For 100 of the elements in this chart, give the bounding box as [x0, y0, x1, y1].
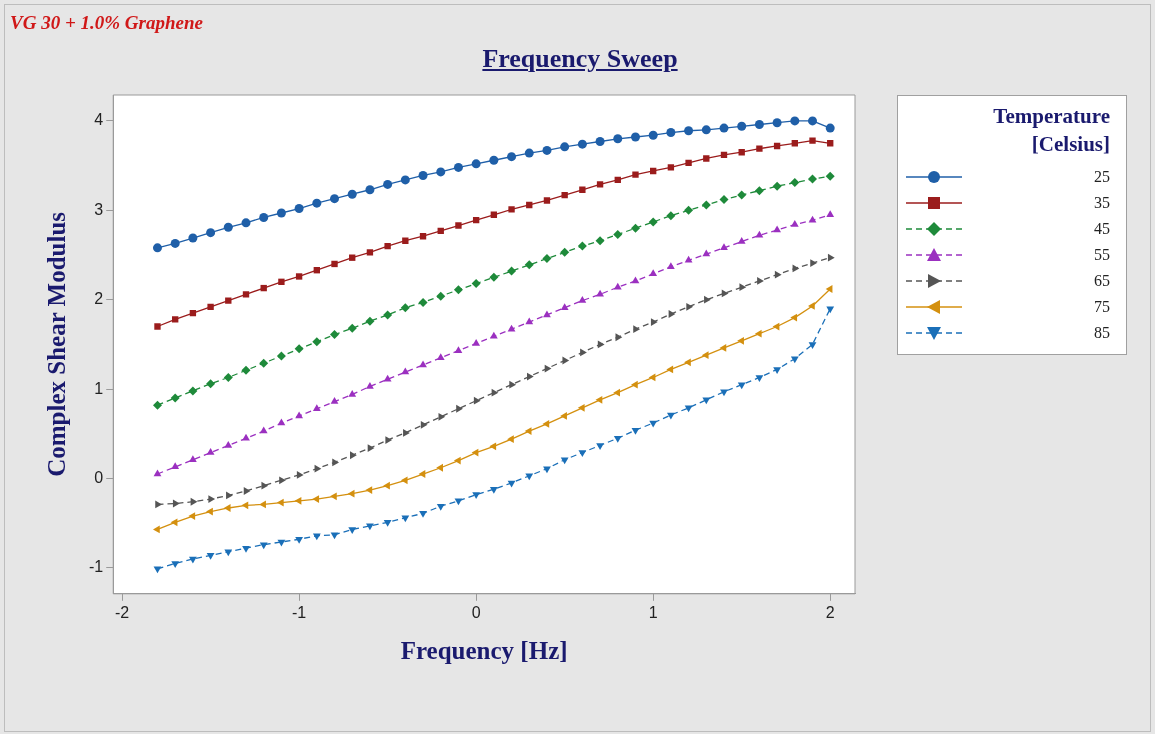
- point: [241, 365, 251, 375]
- point: [827, 253, 835, 262]
- point: [720, 243, 728, 251]
- point: [348, 527, 357, 534]
- point: [294, 204, 304, 214]
- point: [578, 450, 587, 458]
- point: [667, 164, 675, 171]
- point: [365, 486, 373, 494]
- point: [259, 212, 269, 222]
- point: [508, 206, 515, 213]
- point: [383, 310, 393, 320]
- point: [242, 291, 250, 298]
- point: [808, 342, 817, 349]
- point: [577, 139, 587, 149]
- point: [579, 186, 586, 193]
- point: [312, 404, 321, 412]
- point: [772, 322, 780, 331]
- point: [595, 136, 605, 146]
- point: [596, 181, 604, 188]
- point: [650, 318, 658, 326]
- point: [684, 205, 694, 215]
- point: [152, 243, 162, 253]
- point: [773, 367, 781, 374]
- point: [367, 444, 375, 452]
- point: [471, 159, 481, 169]
- point: [825, 123, 835, 133]
- point: [774, 270, 782, 279]
- text: VG 30 + 1.0% Graphene: [10, 12, 203, 34]
- point: [490, 211, 498, 218]
- point: [242, 433, 250, 441]
- point: [418, 170, 428, 180]
- point: [206, 228, 216, 238]
- point: [154, 323, 161, 330]
- point: [701, 125, 711, 135]
- point: [613, 229, 623, 239]
- point: [489, 331, 498, 339]
- point: [225, 297, 232, 304]
- point: [295, 411, 304, 419]
- point: [277, 539, 286, 547]
- text: 25: [1094, 168, 1110, 186]
- point: [401, 367, 410, 375]
- point: [453, 456, 461, 465]
- point: [473, 396, 481, 405]
- point: [152, 525, 160, 534]
- point: [419, 360, 427, 368]
- point: [190, 497, 198, 506]
- y-tick-label: -1: [88, 558, 104, 576]
- point: [489, 272, 499, 282]
- point: [754, 329, 762, 338]
- point: [489, 155, 499, 165]
- point: [666, 211, 676, 221]
- point: [577, 403, 585, 412]
- point: [560, 457, 569, 465]
- point: [455, 222, 462, 229]
- point: [525, 317, 534, 325]
- point: [188, 512, 196, 520]
- point: [737, 237, 746, 244]
- point: [684, 255, 693, 263]
- point: [542, 420, 550, 428]
- point: [666, 128, 676, 138]
- point: [701, 200, 711, 210]
- text: 85: [1094, 324, 1110, 342]
- point: [686, 302, 694, 311]
- point: [172, 316, 179, 323]
- x-tick-label: 0: [471, 603, 481, 621]
- point: [453, 285, 463, 295]
- point: [649, 269, 658, 277]
- point: [826, 306, 835, 314]
- point: [648, 130, 658, 140]
- point: [294, 344, 304, 354]
- point: [223, 222, 233, 232]
- point: [330, 397, 339, 404]
- point: [666, 262, 675, 269]
- chart-title: Frequency Sweep: [481, 44, 679, 74]
- point: [666, 365, 674, 374]
- point: [790, 220, 799, 227]
- point: [754, 120, 764, 129]
- point: [223, 372, 233, 382]
- point: [772, 181, 782, 191]
- point: [418, 297, 428, 307]
- point: [596, 443, 604, 450]
- point: [825, 171, 835, 181]
- point: [631, 276, 640, 284]
- point: [507, 435, 514, 444]
- point: [560, 142, 570, 152]
- y-tick-label: 3: [94, 200, 104, 218]
- point: [471, 448, 479, 457]
- point: [632, 171, 639, 178]
- point: [719, 344, 727, 352]
- x-tick-label: -2: [114, 603, 130, 621]
- point: [595, 236, 605, 246]
- point: [560, 247, 570, 257]
- point: [721, 289, 729, 298]
- point: [737, 336, 744, 345]
- point: [189, 556, 197, 564]
- point: [543, 466, 551, 474]
- point: [613, 436, 622, 443]
- point: [595, 395, 603, 404]
- point: [684, 405, 693, 413]
- point: [755, 375, 764, 382]
